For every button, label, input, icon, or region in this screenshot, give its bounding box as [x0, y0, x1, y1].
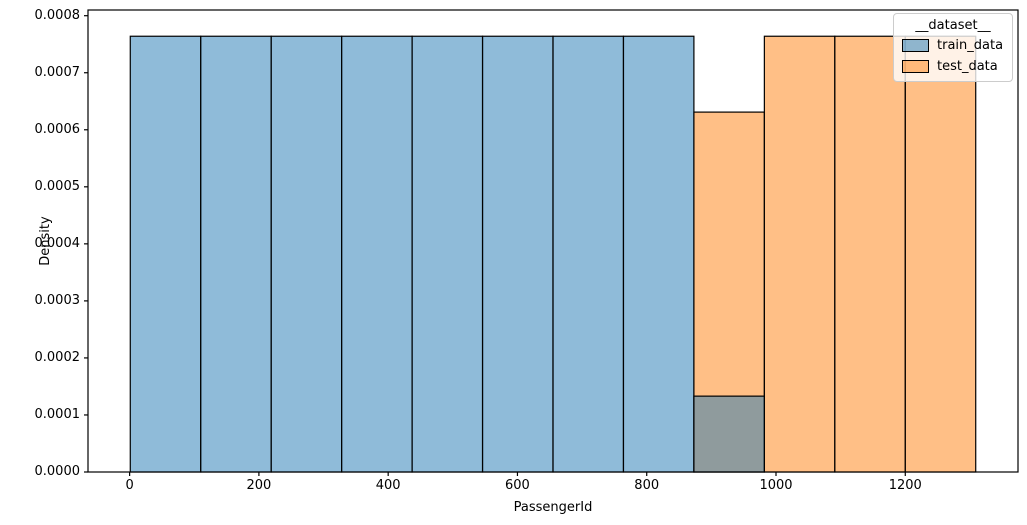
y-tick-label: 0.0006 [34, 121, 81, 137]
x-tick-label: 0 [125, 478, 134, 493]
x-tick-label: 1000 [759, 478, 793, 493]
train_data-bar [552, 35, 625, 473]
train_data-bar [200, 35, 272, 473]
legend-label-train-data: train_data [937, 37, 1004, 53]
legend-title: __dataset__ [915, 18, 991, 33]
y-tick-label: 0.0000 [34, 464, 81, 479]
train_data-bar [411, 35, 484, 473]
y-tick-label: 0.0003 [34, 292, 81, 308]
y-tick-label: 0.0001 [34, 406, 81, 422]
x-tick-label: 200 [246, 478, 272, 493]
x-tick-label: 800 [634, 478, 660, 493]
train_data-bar [341, 35, 413, 473]
x-axis-label: PassengerId [513, 500, 593, 515]
legend-entry-test-data: test_data [902, 56, 1004, 77]
test_data-bar [834, 35, 906, 473]
test_data-bar [763, 35, 836, 473]
y-tick-label: 0.0004 [34, 235, 81, 251]
train_data-bar [270, 35, 343, 473]
y-tick-label: 0.0007 [34, 64, 81, 80]
train_data-bar [622, 35, 695, 473]
legend-label-test-data: test_data [937, 58, 998, 74]
x-tick-label: 600 [505, 478, 530, 493]
test-data-swatch-icon [902, 60, 929, 73]
train_data-bar [129, 35, 202, 473]
legend-entry-train-data: train_data [902, 35, 1004, 56]
y-tick-label: 0.0008 [34, 7, 81, 23]
test_data-bar [904, 35, 977, 473]
x-tick-label: 1200 [888, 478, 922, 493]
legend: __dataset__ train_data test_data [893, 13, 1013, 82]
x-tick-label: 400 [375, 478, 401, 493]
train_data-bar [693, 395, 765, 473]
y-tick-label: 0.0005 [34, 178, 81, 194]
train-data-swatch-icon [902, 39, 929, 52]
y-tick-label: 0.0002 [34, 349, 81, 365]
train_data-bar [481, 35, 554, 473]
